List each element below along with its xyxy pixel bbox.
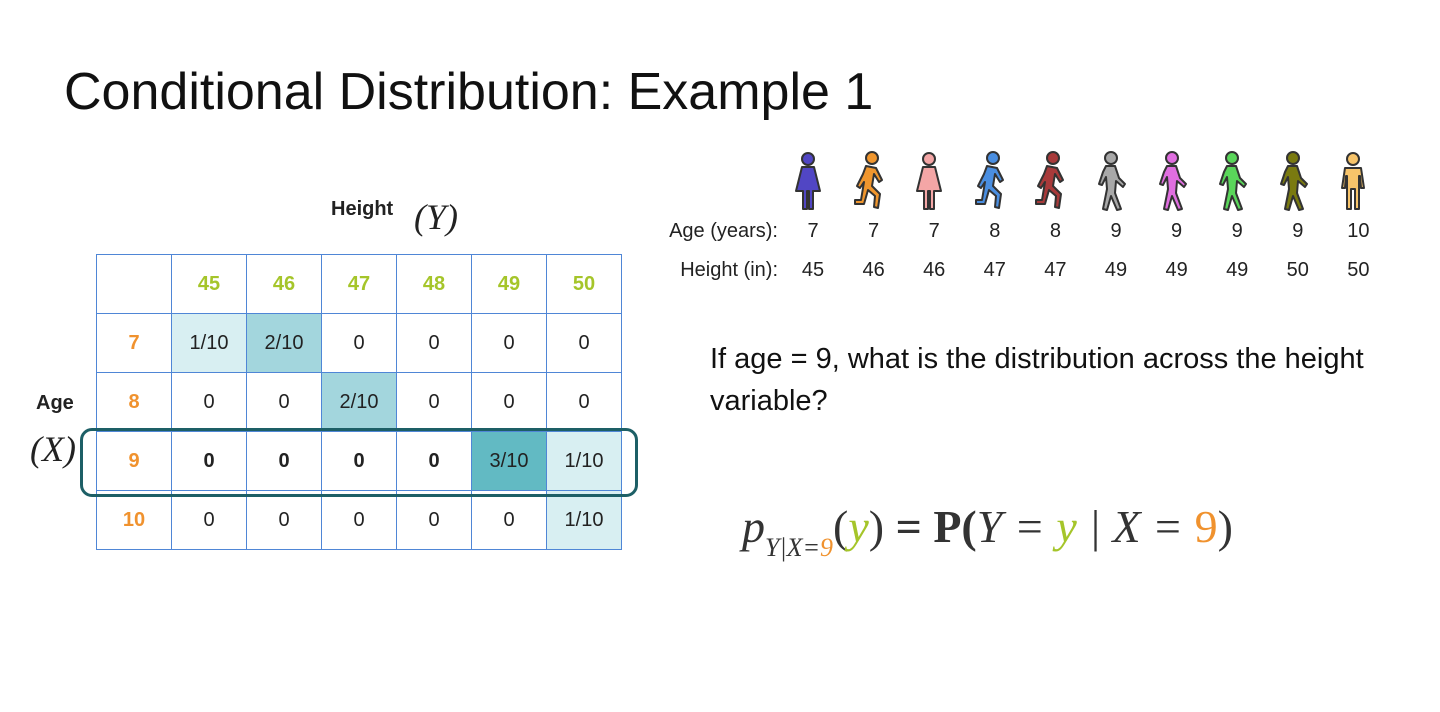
- age-value: 8: [1049, 220, 1061, 242]
- probability-cell: 0: [171, 372, 247, 432]
- formula-end: ): [1217, 501, 1233, 552]
- height-value: 50: [1347, 259, 1370, 281]
- height-axis-label: Height: [331, 198, 394, 220]
- probability-cell: 0: [471, 313, 547, 373]
- height-value: 49: [1104, 259, 1128, 281]
- probability-cell: 1/10: [546, 431, 622, 491]
- age-header-cell: 10: [96, 490, 172, 550]
- height-value: 50: [1286, 259, 1309, 281]
- age-value: 7: [807, 220, 819, 242]
- formula-open: (: [833, 501, 849, 552]
- man-standing-icon: [1333, 150, 1373, 212]
- formula-subscript-9: 9: [820, 533, 834, 562]
- probability-cell: 0: [396, 431, 472, 491]
- height-header-cell: 47: [321, 254, 397, 314]
- table-row: 10 0 0 0 0 0 1/10: [96, 490, 622, 550]
- formula-close: ): [868, 501, 885, 552]
- height-header-cell: 46: [246, 254, 322, 314]
- person-running-icon: [849, 150, 889, 212]
- probability-cell: 0: [321, 490, 397, 550]
- height-value: 47: [1044, 259, 1067, 281]
- age-value: 10: [1347, 220, 1370, 242]
- age-value: 9: [1231, 220, 1243, 242]
- age-header-cell: 8: [96, 372, 172, 432]
- age-variable-symbol: (X): [30, 429, 76, 469]
- formula-p: p: [742, 501, 765, 552]
- height-value: 46: [862, 259, 885, 281]
- formula-Y-eq: Y =: [976, 501, 1057, 552]
- height-variable-symbol: (Y): [414, 197, 458, 237]
- probability-cell: 0: [546, 372, 622, 432]
- header-row: 45 46 47 48 49 50: [96, 254, 622, 314]
- probability-cell: 0: [246, 490, 322, 550]
- age-value: 7: [928, 220, 940, 242]
- table-row: 8 0 0 2/10 0 0 0: [96, 372, 622, 432]
- height-value: 46: [923, 259, 946, 281]
- probability-cell: 2/10: [321, 372, 397, 432]
- probability-cell: 1/10: [171, 313, 247, 373]
- probability-cell: 0: [546, 313, 622, 373]
- question-text: If age = 9, what is the distribution acr…: [710, 343, 1364, 417]
- slide-title: Conditional Distribution: Example 1: [64, 63, 874, 121]
- height-row-label: Height (in):: [680, 259, 778, 281]
- probability-cell: 3/10: [471, 431, 547, 491]
- height-value: 47: [983, 259, 1006, 281]
- probability-cell: 0: [396, 372, 472, 432]
- age-value: 9: [1171, 220, 1183, 242]
- probability-cell: 0: [321, 313, 397, 373]
- age-value: 9: [1110, 220, 1122, 242]
- formula-prob: = P(: [884, 501, 977, 552]
- woman-standing-icon: [788, 150, 828, 212]
- corner-cell: [96, 254, 172, 314]
- probability-cell: 0: [171, 490, 247, 550]
- person-running-icon: [1030, 150, 1070, 212]
- probability-cell: 0: [471, 490, 547, 550]
- joint-distribution-table: 45 46 47 48 49 50 7 1/10 2/10 0 0 0 0 8 0 0 2/10 0 0 0 9 0 0 0 0…: [96, 254, 622, 550]
- age-header-cell: 7: [96, 313, 172, 373]
- height-value: 49: [1165, 259, 1188, 281]
- height-value: 45: [801, 259, 825, 281]
- table-row: 7 1/10 2/10 0 0 0 0: [96, 313, 622, 373]
- probability-cell: 0: [396, 490, 472, 550]
- formula-nine: 9: [1194, 501, 1218, 552]
- person-running-icon: [970, 150, 1010, 212]
- probability-cell: 0: [246, 372, 322, 432]
- height-header-cell: 49: [471, 254, 547, 314]
- age-value: 8: [989, 220, 1001, 242]
- woman-standing-icon: [909, 150, 949, 212]
- conditional-pmf-formula: pY|X=9(y) = P(Y = y | X = 9): [742, 500, 1233, 563]
- age-row-label: Age (years):: [669, 220, 778, 242]
- age-9-row-highlight: [80, 428, 638, 497]
- formula-subscript: Y|X=: [765, 533, 821, 562]
- height-header-cell: 50: [546, 254, 622, 314]
- person-walking-icon: [1091, 150, 1131, 212]
- probability-cell: 1/10: [546, 490, 622, 550]
- person-walking-icon: [1212, 150, 1252, 212]
- formula-given: | X =: [1076, 501, 1195, 552]
- age-value: 9: [1292, 220, 1304, 242]
- formula-y: y: [848, 501, 869, 552]
- person-walking-icon: [1152, 150, 1192, 212]
- probability-cell: 0: [396, 313, 472, 373]
- person-walking-icon: [1273, 150, 1313, 212]
- age-axis-label: Age: [36, 392, 74, 414]
- probability-cell: 0: [471, 372, 547, 432]
- age-header-cell: 9: [96, 431, 172, 491]
- height-value: 49: [1226, 259, 1249, 281]
- people-icons-row: [780, 150, 1390, 212]
- height-header-cell: 48: [396, 254, 472, 314]
- probability-cell: 2/10: [246, 313, 322, 373]
- height-header-cell: 45: [171, 254, 247, 314]
- age-value: 7: [868, 220, 880, 242]
- table-row: 9 0 0 0 0 3/10 1/10: [96, 431, 622, 491]
- formula-y2: y: [1056, 501, 1077, 552]
